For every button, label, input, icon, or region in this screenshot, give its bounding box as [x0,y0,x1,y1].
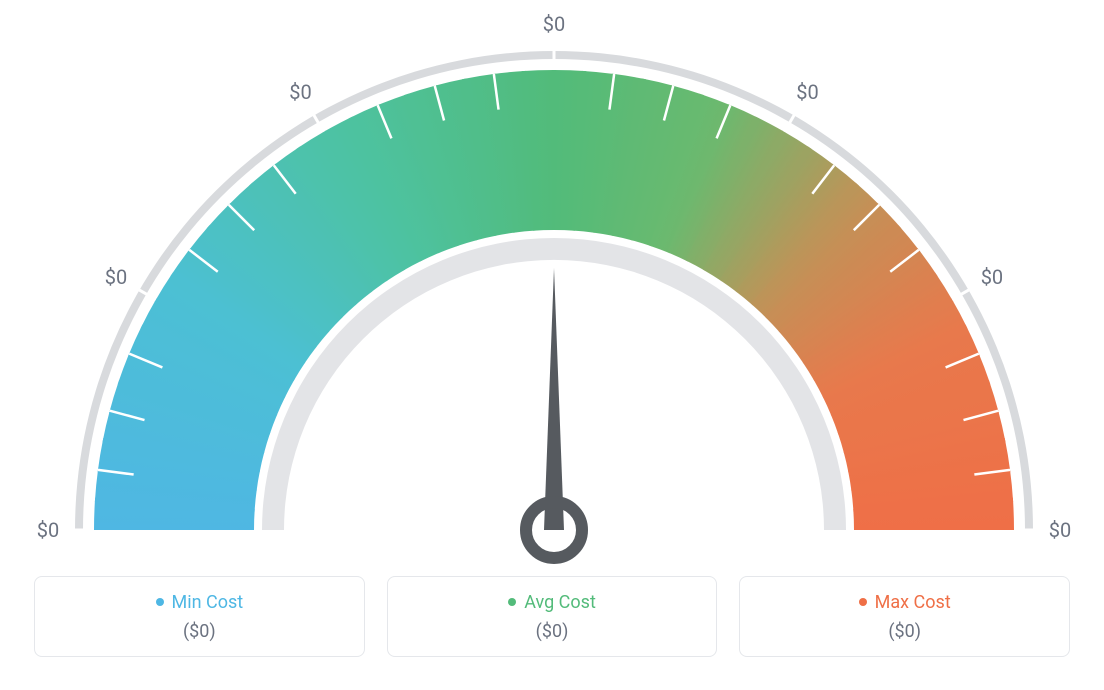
legend-value-min: ($0) [45,621,354,642]
gauge-tick-label: $0 [37,518,59,542]
legend-card-max: Max Cost ($0) [739,576,1070,657]
legend-title-min: Min Cost [156,592,244,613]
legend-title-avg: Avg Cost [508,592,596,613]
legend-dot-min [156,598,164,606]
legend-row: Min Cost ($0) Avg Cost ($0) Max Cost ($0… [34,576,1070,657]
legend-dot-max [859,598,867,606]
legend-card-min: Min Cost ($0) [34,576,365,657]
gauge-tick-label: $0 [289,80,311,104]
legend-value-max: ($0) [750,621,1059,642]
legend-dot-avg [508,598,516,606]
gauge-chart: $0 $0 $0 $0 $0 $0 $0 [0,0,1104,575]
legend-label-min: Min Cost [172,592,244,613]
gauge-svg [0,0,1104,575]
legend-title-max: Max Cost [859,592,951,613]
gauge-tick-label: $0 [981,265,1003,289]
legend-label-max: Max Cost [875,592,951,613]
gauge-tick-label: $0 [105,265,127,289]
legend-label-avg: Avg Cost [524,592,596,613]
gauge-tick-label: $0 [1049,518,1071,542]
gauge-tick-label: $0 [796,80,818,104]
legend-value-avg: ($0) [398,621,707,642]
gauge-tick-label: $0 [543,12,565,36]
legend-card-avg: Avg Cost ($0) [387,576,718,657]
